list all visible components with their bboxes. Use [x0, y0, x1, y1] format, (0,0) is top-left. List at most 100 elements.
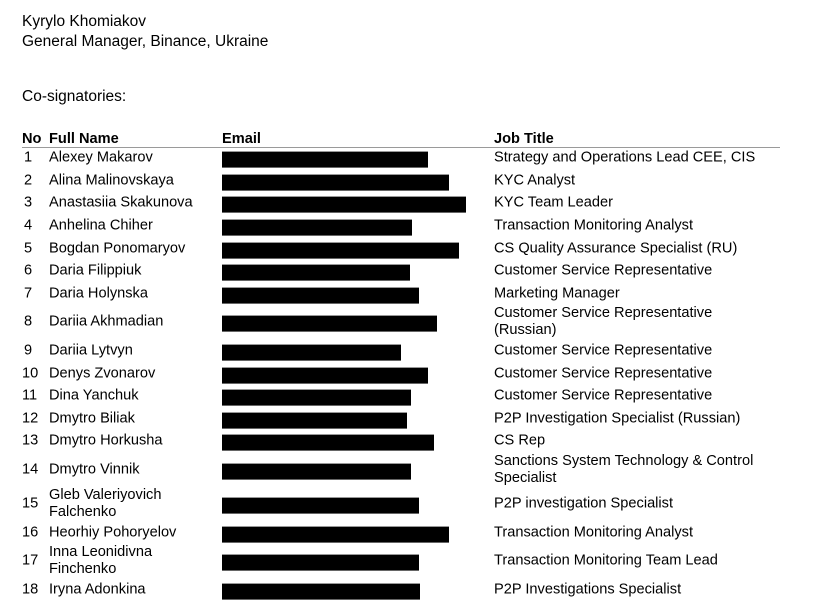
redacted-email	[222, 242, 459, 259]
job-title: Customer Service Representative	[494, 263, 712, 280]
job-title: CS Quality Assurance Specialist (RU)	[494, 241, 737, 258]
job-title-line: Customer Service Representative	[494, 342, 713, 359]
redacted-email	[222, 344, 401, 361]
job-title: Strategy and Operations Lead CEE, CIS	[494, 150, 755, 167]
job-title-line: P2P Investigation Specialist (Russian)	[494, 410, 741, 427]
row-number: 16	[22, 524, 39, 541]
signatory-title: General Manager, Binance, Ukraine	[22, 33, 269, 50]
full-name: Dariia Lytvyn	[49, 343, 133, 360]
job-title: P2P investigation Specialist	[494, 496, 673, 513]
full-name: Dmytro Vinnik	[49, 462, 140, 479]
job-title: Transaction Monitoring Analyst	[494, 218, 693, 235]
row-number: 18	[22, 581, 39, 598]
full-name-line: Gleb Valeriyovich	[49, 487, 162, 503]
redacted-email	[222, 463, 411, 480]
redacted-email	[222, 315, 437, 332]
full-name-line: Dina Yanchuk	[49, 387, 139, 404]
full-name: Heorhiy Pohoryelov	[49, 525, 176, 542]
job-title: P2P Investigation Specialist (Russian)	[494, 411, 740, 428]
header-job-title: Job Title	[494, 131, 554, 147]
job-title-line: Customer Service Representative	[494, 387, 713, 404]
redacted-email	[222, 219, 412, 236]
row-number: 17	[22, 552, 39, 569]
full-name-line: Daria Filippiuk	[49, 262, 142, 279]
header-no: No	[22, 131, 42, 147]
full-name-line: Alina Malinovskaya	[49, 172, 174, 189]
redacted-email	[222, 174, 449, 191]
row-number: 11	[22, 387, 38, 404]
redacted-email	[222, 196, 466, 213]
job-title-line: Strategy and Operations Lead CEE, CIS	[494, 149, 756, 166]
row-number: 7	[24, 285, 33, 302]
row-number: 10	[22, 365, 39, 382]
job-title-line: Transaction Monitoring Team Lead	[494, 552, 718, 569]
full-name-line: Iryna Adonkina	[49, 581, 146, 598]
full-name: Gleb Valeriyovich Falchenko	[49, 487, 161, 521]
job-title-line: KYC Analyst	[494, 172, 576, 189]
full-name-line: Daria Holynska	[49, 285, 148, 302]
full-name-line: Denys Zvonarov	[49, 365, 156, 382]
job-title: Customer Service Representative (Russian)	[494, 305, 712, 339]
full-name: Dariia Akhmadian	[49, 314, 163, 331]
full-name: Daria Holynska	[49, 286, 148, 303]
job-title-line: Specialist	[494, 470, 557, 486]
row-number: 9	[24, 342, 33, 359]
redacted-email	[222, 526, 449, 543]
full-name: Anhelina Chiher	[49, 218, 153, 235]
full-name-line: Anastasiia Skakunova	[49, 194, 193, 211]
full-name-line: Dmytro Biliak	[49, 410, 135, 427]
job-title-line: Sanctions System Technology & Control	[494, 453, 754, 469]
full-name-line: Bogdan Ponomaryov	[49, 240, 186, 257]
redacted-email	[222, 554, 419, 571]
row-number: 5	[24, 240, 33, 257]
job-title: KYC Team Leader	[494, 195, 613, 212]
full-name: Daria Filippiuk	[49, 263, 141, 280]
job-title: P2P Investigations Specialist	[494, 582, 681, 599]
full-name-line: Finchenko	[49, 561, 117, 577]
redacted-email	[222, 367, 428, 384]
full-name-line: Inna Leonidivna	[49, 544, 153, 560]
row-number: 3	[24, 194, 33, 211]
header-divider	[22, 147, 780, 148]
job-title: CS Rep	[494, 433, 545, 450]
job-title-line: Transaction Monitoring Analyst	[494, 217, 694, 234]
full-name-line: Heorhiy Pohoryelov	[49, 524, 177, 541]
full-name: Inna Leonidivna Finchenko	[49, 544, 152, 578]
full-name-line: Alexey Makarov	[49, 149, 153, 166]
row-number: 12	[22, 410, 39, 427]
full-name-line: Falchenko	[49, 504, 117, 520]
redacted-email	[222, 434, 434, 451]
row-number: 13	[22, 432, 39, 449]
full-name-line: Dmytro Vinnik	[49, 461, 140, 478]
row-number: 4	[24, 217, 33, 234]
full-name-line: Dariia Lytvyn	[49, 342, 133, 359]
header-full-name: Full Name	[49, 131, 119, 147]
job-title: Sanctions System Technology & Control Spe…	[494, 453, 753, 487]
job-title-line: P2P Investigations Specialist	[494, 581, 682, 598]
job-title-line: (Russian)	[494, 322, 557, 338]
full-name-line: Dariia Akhmadian	[49, 313, 164, 330]
job-title-line: Transaction Monitoring Analyst	[494, 524, 694, 541]
row-number: 8	[24, 313, 33, 330]
full-name: Anastasiia Skakunova	[49, 195, 193, 212]
full-name: Iryna Adonkina	[49, 582, 146, 599]
row-number: 1	[24, 149, 33, 166]
job-title-line: CS Quality Assurance Specialist (RU)	[494, 240, 738, 257]
job-title: Transaction Monitoring Team Lead	[494, 553, 718, 570]
redacted-email	[222, 151, 428, 168]
row-number: 14	[22, 461, 39, 478]
job-title-line: Marketing Manager	[494, 285, 620, 302]
full-name: Dina Yanchuk	[49, 388, 139, 405]
job-title-line: Customer Service Representative	[494, 365, 713, 382]
redacted-email	[222, 583, 420, 600]
redacted-email	[222, 389, 411, 406]
job-title: Transaction Monitoring Analyst	[494, 525, 693, 542]
full-name: Dmytro Horkusha	[49, 433, 163, 450]
row-number: 2	[24, 172, 33, 189]
redacted-email	[222, 497, 419, 514]
redacted-email	[222, 264, 410, 281]
cosignatories-label: Co-signatories:	[22, 88, 127, 105]
header-email: Email	[222, 131, 261, 147]
full-name-line: Dmytro Horkusha	[49, 432, 163, 449]
job-title-line: KYC Team Leader	[494, 194, 613, 211]
